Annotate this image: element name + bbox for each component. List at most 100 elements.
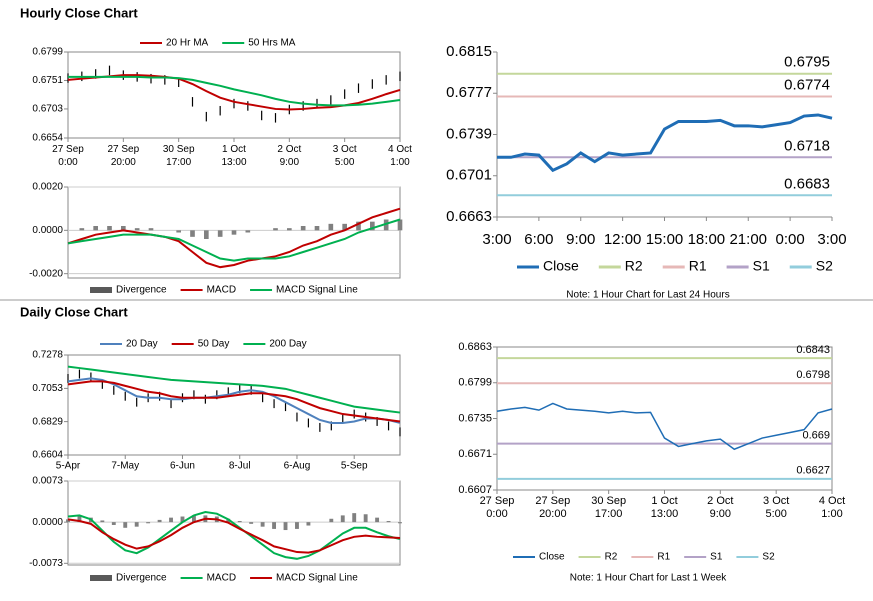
level-label: 0.669 bbox=[802, 430, 830, 442]
x-tick-line: 4 Oct bbox=[819, 495, 845, 507]
divergence-bar bbox=[398, 522, 402, 524]
plot-frame bbox=[496, 346, 833, 491]
series-line bbox=[67, 365, 401, 414]
x-tick-line: 30 Sep bbox=[163, 144, 195, 155]
x-tick-label: 3:00 bbox=[482, 231, 511, 248]
y-tick-label: 0.6671 bbox=[458, 448, 492, 460]
legend-label: 200 Day bbox=[269, 339, 306, 350]
x-tick-line: 0:00 bbox=[58, 157, 78, 168]
level-label: 0.6683 bbox=[784, 175, 830, 192]
divergence-bar bbox=[148, 228, 154, 231]
chart-note: Note: 1 Hour Chart for Last 24 Hours bbox=[566, 290, 729, 301]
x-tick-label: 5-Sep bbox=[341, 461, 368, 472]
legend-label: MACD bbox=[207, 285, 236, 296]
y-tick-label: -0.0073 bbox=[29, 558, 63, 569]
x-tick-line: 17:00 bbox=[166, 157, 191, 168]
x-tick-line: 27 Sep bbox=[52, 144, 84, 155]
legend-label: S2 bbox=[816, 258, 833, 274]
level-label: 0.6843 bbox=[796, 344, 830, 356]
section-title: Daily Close Chart bbox=[20, 304, 128, 319]
x-tick-label: 15:00 bbox=[646, 231, 684, 248]
x-tick-line: 20:00 bbox=[539, 508, 567, 520]
x-tick-line: 27 Sep bbox=[535, 495, 570, 507]
divergence-bar bbox=[231, 230, 237, 235]
x-tick-label: 3 Oct 5:00 bbox=[333, 144, 357, 168]
level-label: 0.6718 bbox=[784, 137, 830, 154]
x-tick-label: 4 Oct 1:00 bbox=[819, 495, 845, 520]
x-tick-label: 6-Jun bbox=[170, 461, 195, 472]
divergence-bar bbox=[157, 519, 162, 523]
x-tick-line: 4 Oct bbox=[388, 144, 412, 155]
x-tick-line: 1:00 bbox=[821, 508, 842, 520]
legend-swatch bbox=[90, 287, 112, 293]
x-tick-line: 2 Oct bbox=[707, 495, 733, 507]
x-tick-label: 6-Aug bbox=[284, 461, 311, 472]
legend-label: Close bbox=[539, 552, 565, 563]
legend-label: MACD bbox=[207, 573, 236, 584]
series-line bbox=[496, 402, 833, 451]
legend-label: MACD Signal Line bbox=[276, 285, 358, 296]
divergence-bar bbox=[363, 514, 368, 523]
y-tick-label: 0.0000 bbox=[32, 225, 63, 236]
series-line bbox=[67, 380, 401, 423]
divergence-bar bbox=[93, 226, 98, 231]
y-tick-label: 0.6863 bbox=[458, 341, 492, 353]
divergence-bar bbox=[300, 226, 306, 231]
legend-label: S1 bbox=[753, 258, 770, 274]
divergence-bar bbox=[237, 521, 242, 523]
x-tick-label: 3 Oct 5:00 bbox=[763, 495, 789, 520]
y-tick-label: 0.7278 bbox=[32, 350, 63, 361]
x-tick-label: 7-May bbox=[111, 461, 139, 472]
y-tick-label: 0.6739 bbox=[446, 125, 492, 142]
plot-frame bbox=[67, 354, 401, 456]
divergence-bar bbox=[100, 520, 105, 523]
divergence-bar bbox=[273, 228, 278, 231]
y-tick-label: 0.6799 bbox=[32, 47, 63, 58]
y-tick-label: 0.6701 bbox=[446, 167, 492, 184]
legend-swatch bbox=[90, 575, 112, 581]
chart-note: Note: 1 Hour Chart for Last 1 Week bbox=[570, 573, 728, 584]
divergence-bar bbox=[121, 226, 126, 231]
level-label: 0.6774 bbox=[784, 76, 830, 93]
y-tick-label: 0.6799 bbox=[458, 377, 492, 389]
y-tick-label: 0.6663 bbox=[446, 208, 492, 225]
x-tick-label: 30 Sep 17:00 bbox=[591, 495, 626, 520]
y-tick-label: 0.6829 bbox=[32, 416, 63, 427]
divergence-bar bbox=[370, 221, 375, 231]
divergence-bar bbox=[314, 226, 320, 231]
divergence-bar bbox=[386, 521, 391, 523]
x-tick-label: 12:00 bbox=[604, 231, 642, 248]
y-tick-label: 0.6777 bbox=[446, 84, 492, 101]
x-tick-line: 9:00 bbox=[710, 508, 731, 520]
divergence-bar bbox=[260, 522, 265, 527]
legend-label: R1 bbox=[689, 258, 707, 274]
x-tick-label: 5-Apr bbox=[56, 461, 81, 472]
legend-label: Divergence bbox=[116, 573, 167, 584]
x-tick-line: 9:00 bbox=[280, 157, 300, 168]
divergence-bar bbox=[283, 522, 288, 531]
legend-label: S2 bbox=[762, 552, 775, 563]
legend-label: Close bbox=[543, 258, 579, 274]
level-label: 0.6798 bbox=[796, 369, 830, 381]
series-line bbox=[67, 218, 401, 262]
divergence-bar bbox=[295, 522, 299, 529]
divergence-bar bbox=[342, 223, 347, 231]
x-tick-line: 1 Oct bbox=[651, 495, 677, 507]
x-tick-line: 30 Sep bbox=[591, 495, 626, 507]
x-tick-label: 27 Sep 0:00 bbox=[480, 495, 515, 520]
x-tick-line: 3 Oct bbox=[333, 144, 357, 155]
series-line bbox=[67, 517, 401, 554]
legend-label: S1 bbox=[710, 552, 723, 563]
divergence-bar bbox=[123, 522, 128, 528]
x-tick-line: 27 Sep bbox=[480, 495, 515, 507]
divergence-bar bbox=[66, 519, 70, 523]
x-tick-label: 18:00 bbox=[688, 231, 726, 248]
x-tick-line: 13:00 bbox=[221, 157, 246, 168]
x-tick-label: 3:00 bbox=[817, 231, 846, 248]
divergence-bar bbox=[383, 219, 389, 231]
series-line bbox=[67, 207, 401, 269]
legend-label: Divergence bbox=[116, 285, 167, 296]
x-tick-label: 8-Jul bbox=[229, 461, 251, 472]
x-tick-line: 20:00 bbox=[111, 157, 136, 168]
legend-label: R2 bbox=[605, 552, 618, 563]
